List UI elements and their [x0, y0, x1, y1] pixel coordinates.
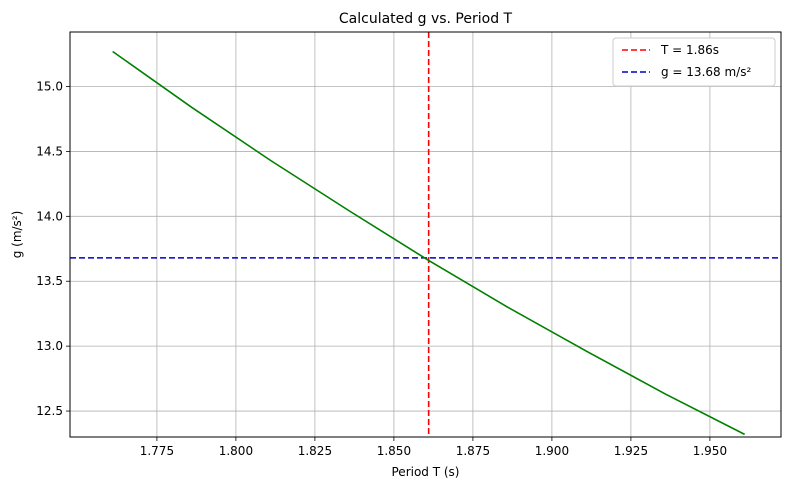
y-tick-label: 14.0 — [36, 209, 63, 223]
x-tick-label: 1.875 — [456, 444, 490, 458]
y-tick-label: 12.5 — [36, 404, 63, 418]
y-tick-label: 13.0 — [36, 339, 63, 353]
chart-title: Calculated g vs. Period T — [339, 11, 513, 27]
y-axis-label: g (m/s²) — [10, 211, 24, 259]
legend: T = 1.86s g = 13.68 m/s² — [612, 37, 776, 87]
series-layer — [112, 50, 746, 436]
g-vs-period-line — [112, 50, 746, 436]
legend-label-vertical-line: T = 1.86s — [660, 43, 719, 57]
x-tick-label: 1.800 — [219, 444, 253, 458]
legend-label-horizontal-line: g = 13.68 m/s² — [661, 65, 751, 79]
x-tick-label: 1.850 — [377, 444, 411, 458]
x-axis-label: Period T (s) — [392, 465, 460, 479]
y-axis: 12.5 13.0 13.5 14.0 14.5 15.0 — [36, 80, 70, 418]
y-tick-label: 15.0 — [36, 80, 63, 94]
x-tick-label: 1.900 — [535, 444, 569, 458]
x-axis: 1.775 1.800 1.825 1.850 1.875 1.900 1.925 1.950 — [140, 437, 727, 458]
plot-frame — [69, 31, 782, 438]
x-tick-label: 1.925 — [614, 444, 648, 458]
x-tick-label: 1.950 — [693, 444, 727, 458]
legend-box — [612, 37, 776, 87]
x-tick-label: 1.825 — [298, 444, 332, 458]
y-tick-label: 13.5 — [36, 274, 63, 288]
grid — [70, 32, 781, 437]
y-tick-label: 14.5 — [36, 144, 63, 158]
x-tick-label: 1.775 — [140, 444, 174, 458]
